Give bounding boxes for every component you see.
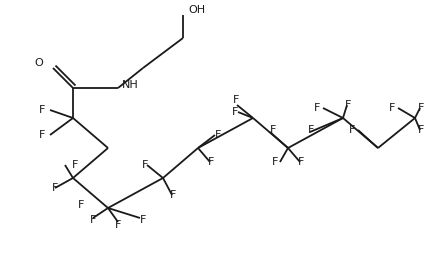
Text: F: F bbox=[298, 157, 304, 167]
Text: F: F bbox=[115, 220, 121, 230]
Text: NH: NH bbox=[122, 80, 139, 90]
Text: F: F bbox=[270, 125, 276, 135]
Text: F: F bbox=[208, 157, 215, 167]
Text: F: F bbox=[78, 200, 84, 210]
Text: F: F bbox=[349, 125, 355, 135]
Text: F: F bbox=[170, 190, 176, 200]
Text: OH: OH bbox=[188, 5, 205, 15]
Text: F: F bbox=[72, 160, 78, 170]
Text: F: F bbox=[232, 107, 238, 117]
Text: F: F bbox=[39, 130, 45, 140]
Text: F: F bbox=[389, 103, 395, 113]
Text: F: F bbox=[141, 160, 148, 170]
Text: F: F bbox=[52, 183, 58, 193]
Text: O: O bbox=[34, 58, 43, 68]
Text: F: F bbox=[90, 215, 96, 225]
Text: F: F bbox=[272, 157, 278, 167]
Text: F: F bbox=[308, 125, 314, 135]
Text: F: F bbox=[215, 130, 221, 140]
Text: F: F bbox=[418, 125, 424, 135]
Text: F: F bbox=[233, 95, 240, 105]
Text: F: F bbox=[418, 103, 424, 113]
Text: F: F bbox=[140, 215, 146, 225]
Text: F: F bbox=[313, 103, 320, 113]
Text: F: F bbox=[39, 105, 45, 115]
Text: F: F bbox=[345, 100, 351, 110]
